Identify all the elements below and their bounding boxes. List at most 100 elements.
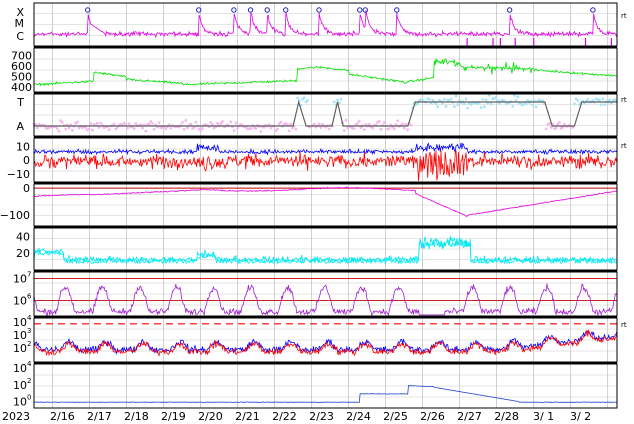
sector-point: [90, 128, 94, 132]
x-tick-label: 2/20: [198, 410, 223, 423]
sector-point: [87, 127, 91, 131]
sector-point: [576, 99, 580, 102]
sector-point: [279, 120, 283, 124]
sector-point: [379, 127, 383, 131]
sector-point: [234, 121, 238, 125]
x-axis-year: 2023: [2, 410, 30, 423]
sector-point: [514, 99, 518, 102]
sector-point: [116, 126, 119, 129]
y-tick-label: 10: [13, 342, 27, 355]
sector-point: [57, 129, 61, 133]
sector-point: [404, 122, 408, 126]
sector-point: [127, 122, 131, 126]
imf-bz-line: [33, 150, 618, 182]
sector-point: [199, 128, 203, 132]
sector-point: [554, 126, 558, 130]
sector-point: [221, 120, 224, 123]
sector-point: [409, 123, 413, 127]
sector-point: [254, 127, 258, 130]
sector-point: [276, 127, 279, 131]
sector-point: [219, 122, 223, 125]
y-tick-exponent: 4: [27, 360, 32, 368]
xray-flux-line: [33, 10, 618, 39]
sector-point: [583, 102, 586, 105]
y-tick-exponent: 4: [27, 314, 32, 322]
sector-point: [466, 106, 470, 110]
sector-point: [164, 127, 168, 131]
sector-point: [603, 103, 606, 107]
sector-point: [289, 122, 293, 126]
sector-point: [387, 127, 391, 130]
sector-point: [362, 128, 366, 132]
right-marker: rt: [621, 321, 627, 329]
sector-point: [59, 119, 63, 123]
x-tick-label: 2/27: [457, 410, 482, 423]
sector-point: [464, 97, 468, 101]
y-tick-label: 10: [16, 140, 30, 153]
sector-point: [259, 130, 263, 133]
right-marker: rt: [621, 142, 627, 150]
sector-point: [95, 121, 99, 125]
wind-speed-line: [33, 58, 618, 87]
y-tick-label: A: [16, 120, 24, 133]
electron-flux-line: [33, 330, 618, 355]
sector-point: [269, 126, 273, 130]
sector-point: [608, 98, 611, 102]
sector-point: [599, 103, 603, 107]
sector-point: [544, 127, 548, 131]
sector-point: [169, 126, 173, 130]
sector-point: [189, 122, 193, 126]
flare-marker: [231, 7, 237, 13]
sector-point: [489, 102, 493, 106]
right-marker: rt: [621, 12, 627, 20]
sector-point: [132, 127, 136, 131]
sector-point: [479, 106, 483, 109]
y-tick-label: 40: [16, 230, 30, 243]
sector-point: [112, 122, 116, 126]
y-tick-exponent: 0: [27, 393, 31, 401]
sector-point: [339, 97, 343, 101]
sector-point: [181, 121, 184, 124]
sector-point: [401, 122, 405, 126]
sector-point: [306, 99, 309, 102]
sector-point: [336, 98, 339, 102]
sector-point: [70, 128, 74, 132]
sector-point: [416, 102, 420, 105]
sector-point: [484, 98, 488, 102]
proton-flux-line: [33, 283, 618, 317]
sector-point: [77, 126, 81, 130]
sector-point: [294, 127, 298, 131]
y-tick-label: 400: [11, 81, 32, 94]
sector-point: [561, 126, 565, 129]
flare-marker: [283, 7, 289, 13]
y-tick-label: X: [16, 6, 24, 19]
sector-point: [578, 103, 581, 106]
high-energy-proton-line: [33, 385, 618, 403]
right-marker: rt: [621, 96, 627, 104]
sector-point: [274, 129, 278, 133]
sector-point: [34, 122, 38, 126]
sector-point: [144, 129, 148, 133]
sector-point: [462, 102, 466, 106]
x-tick-label: 2/21: [235, 410, 260, 423]
sector-point: [216, 121, 219, 125]
sector-point: [319, 126, 323, 129]
flare-marker: [590, 7, 596, 13]
y-tick-label: 600: [11, 60, 32, 73]
sector-point: [64, 127, 68, 131]
electron-flux-line: [33, 328, 618, 357]
sector-point: [249, 127, 253, 130]
flare-marker: [247, 7, 254, 13]
sector-point: [548, 122, 551, 125]
sector-point: [494, 96, 498, 99]
sector-point: [201, 127, 204, 130]
sector-point: [192, 126, 196, 130]
y-tick-label: 0: [23, 154, 30, 167]
y-tick-label: 10: [13, 379, 27, 392]
sector-point: [209, 121, 213, 124]
sector-point: [357, 119, 361, 123]
sector-point: [97, 126, 101, 129]
sector-point: [531, 103, 535, 107]
sector-point: [75, 120, 79, 124]
sector-point: [441, 102, 445, 105]
